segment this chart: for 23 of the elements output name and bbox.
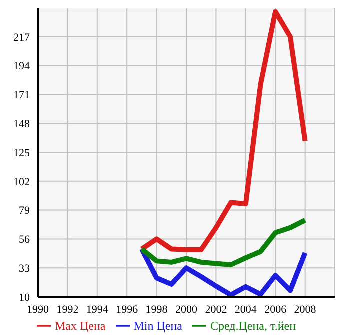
x-tick-label: 1998 <box>146 304 168 316</box>
x-tick-label: 1990 <box>27 304 50 316</box>
y-tick-label: 56 <box>19 234 30 246</box>
x-tick-label: 2008 <box>294 304 317 316</box>
x-tick-label: 2002 <box>205 304 228 316</box>
y-tick-label: 10 <box>19 292 30 304</box>
x-tick-label: 2004 <box>234 304 258 316</box>
x-tick-label: 1994 <box>86 304 109 316</box>
y-tick-label: 125 <box>14 147 30 160</box>
x-tick-label: 2006 <box>264 304 288 316</box>
legend-label: Max Цена <box>54 319 106 333</box>
y-tick-label: 102 <box>14 176 30 188</box>
x-tick-label: 1992 <box>56 304 79 316</box>
y-tick-label: 194 <box>14 60 30 73</box>
legend-label: Min Цена <box>134 319 182 333</box>
x-tick-label: 2000 <box>176 304 198 316</box>
y-tick-label: 217 <box>14 32 30 44</box>
x-tick-label: 1996 <box>116 304 139 316</box>
y-tick-label: 79 <box>19 205 30 218</box>
y-tick-label: 33 <box>19 263 30 276</box>
y-tick-label: 171 <box>14 90 30 102</box>
legend-label: Сред.Цена, т.йен <box>210 319 296 333</box>
y-tick-label: 148 <box>14 118 30 131</box>
